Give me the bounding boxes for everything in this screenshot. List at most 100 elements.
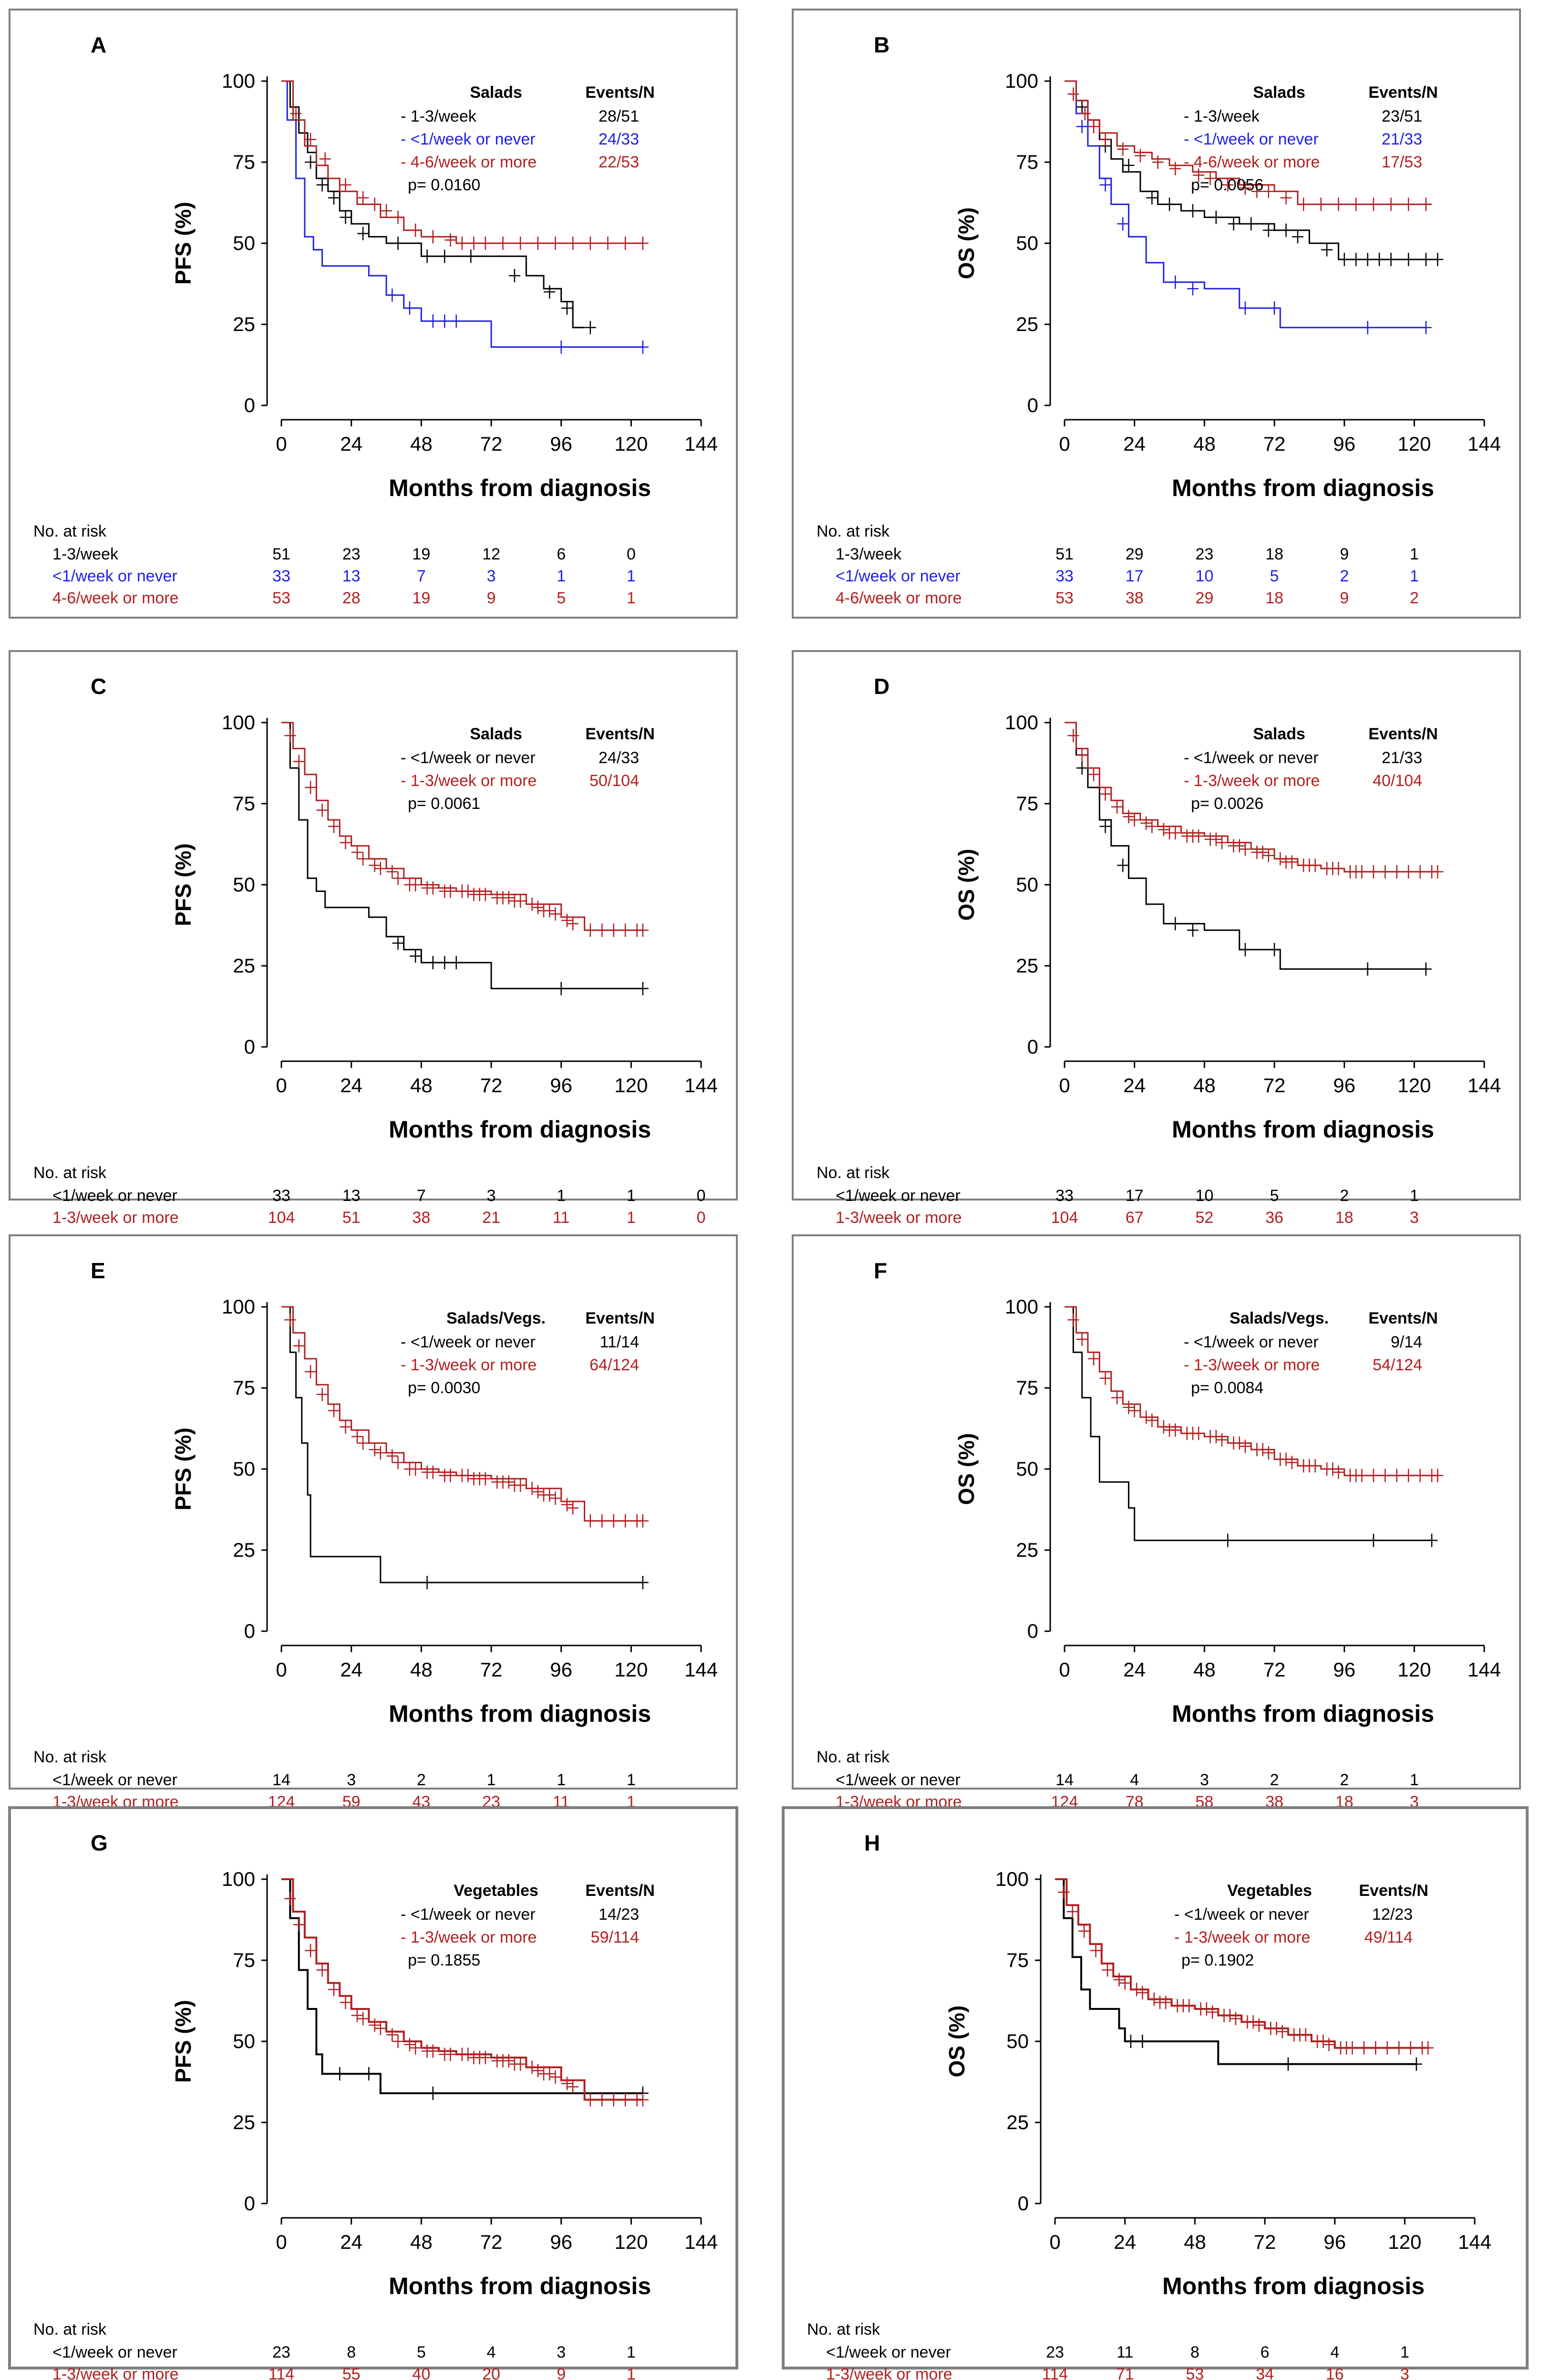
y-tick-label: 100 [222, 1868, 255, 1890]
panel-frame [792, 9, 1521, 619]
censor-mark [351, 846, 363, 859]
censor-mark [1193, 829, 1205, 843]
censor-mark [479, 1472, 491, 1486]
risk-value: 53 [1186, 2365, 1204, 2380]
censor-mark [1187, 204, 1199, 217]
x-tick-label: 48 [1193, 433, 1216, 455]
risk-value: 2 [1340, 1187, 1349, 1205]
censor-mark [439, 314, 451, 328]
risk-value: 114 [269, 2365, 294, 2380]
risk-value: 52 [1195, 1209, 1213, 1227]
censor-mark [1393, 2041, 1405, 2055]
censor-mark [357, 191, 369, 205]
censor-mark [1309, 859, 1321, 872]
legend-events-header: Events/N [585, 1882, 655, 1900]
censor-mark [357, 227, 369, 240]
censor-mark [620, 1514, 631, 1528]
censor-mark [602, 237, 614, 250]
censor-mark [584, 1514, 596, 1528]
risk-value: 5 [557, 589, 566, 607]
x-tick-label: 72 [480, 1658, 503, 1681]
censor-mark [1245, 217, 1257, 231]
censor-mark [1309, 1459, 1321, 1473]
censor-mark [549, 2070, 561, 2084]
risk-row-label: 4-6/week or more [52, 589, 179, 607]
km-curve-1-3-week-or-more [281, 1878, 643, 2101]
risk-header: No. at risk [33, 522, 107, 540]
censor-mark [1367, 865, 1379, 879]
censor-mark [1257, 846, 1269, 859]
censor-mark [1239, 1439, 1251, 1453]
x-axis-label: Months from diagnosis [389, 475, 651, 501]
risk-value: 104 [1051, 1209, 1078, 1227]
y-axis-label: PFS (%) [171, 843, 196, 926]
legend-entry-events: 54/124 [1373, 1356, 1422, 1374]
censor-mark [1323, 2038, 1335, 2051]
censor-mark [1079, 107, 1091, 120]
censor-mark [1140, 816, 1152, 830]
censor-mark [1333, 1465, 1344, 1479]
risk-value: 20 [482, 2365, 500, 2380]
censor-mark [1317, 2035, 1329, 2048]
x-tick-label: 144 [684, 2231, 718, 2253]
x-tick-label: 96 [1333, 1658, 1355, 1681]
censor-mark [1350, 197, 1362, 211]
x-tick-label: 48 [410, 1074, 433, 1097]
censor-mark [290, 107, 302, 120]
y-tick-label: 0 [244, 2192, 255, 2214]
risk-header: No. at risk [33, 1748, 107, 1766]
panel-frame [9, 9, 738, 619]
censor-mark [1160, 1996, 1172, 2009]
x-tick-label: 24 [1114, 2231, 1136, 2253]
x-tick-label: 72 [1254, 2231, 1276, 2253]
censor-mark [532, 1485, 544, 1499]
panel-frame [792, 1234, 1521, 1790]
risk-value: 9 [487, 589, 496, 607]
risk-value: 1 [627, 1771, 636, 1789]
censor-mark [1076, 1333, 1088, 1346]
censor-mark [1262, 1446, 1274, 1459]
censor-mark [1282, 2057, 1294, 2071]
censor-mark [1137, 2035, 1148, 2048]
risk-value: 33 [1055, 567, 1074, 585]
censor-mark [421, 249, 433, 263]
censor-mark [567, 1501, 579, 1515]
legend-title: Salads [1253, 83, 1305, 102]
censor-mark [386, 865, 398, 879]
censor-mark [334, 2067, 346, 2080]
x-tick-label: 144 [1458, 2231, 1491, 2253]
censor-mark [316, 1387, 328, 1401]
y-tick-label: 100 [222, 711, 255, 734]
legend-title: Salads [1253, 725, 1305, 743]
p-value: p= 0.0084 [1191, 1379, 1263, 1397]
panel-letter: C [91, 674, 106, 699]
x-tick-label: 24 [1123, 433, 1146, 455]
censor-mark [1204, 172, 1216, 185]
y-tick-label: 0 [1027, 1620, 1038, 1642]
y-tick-label: 75 [1016, 151, 1038, 173]
risk-value: 38 [1126, 589, 1144, 607]
x-axis-label: Months from diagnosis [1172, 1700, 1434, 1727]
legend-events-header: Events/N [1359, 1882, 1428, 1900]
x-axis-label: Months from diagnosis [1172, 475, 1434, 501]
censor-mark [462, 1469, 474, 1482]
censor-mark [1391, 865, 1403, 879]
censor-mark [1257, 1443, 1269, 1457]
censor-mark [596, 2093, 608, 2107]
x-tick-label: 0 [276, 2231, 287, 2253]
censor-mark [386, 1449, 398, 1463]
censor-mark [392, 210, 404, 224]
censor-mark [1432, 253, 1444, 266]
censor-mark [532, 2064, 544, 2078]
censor-mark [1239, 301, 1251, 315]
legend-entry-label: - 1-3/week or more [401, 772, 537, 790]
censor-mark [596, 923, 608, 937]
censor-mark [1224, 2008, 1236, 2022]
risk-value: 9 [1340, 589, 1349, 607]
risk-row-label: 1-3/week or more [836, 1209, 962, 1227]
risk-value: 5 [1270, 567, 1279, 585]
legend-entry-label: - 1-3/week or more [401, 1356, 537, 1374]
censor-mark [421, 1576, 433, 1589]
risk-value: 1 [1410, 1187, 1419, 1205]
censor-mark [549, 1491, 561, 1505]
